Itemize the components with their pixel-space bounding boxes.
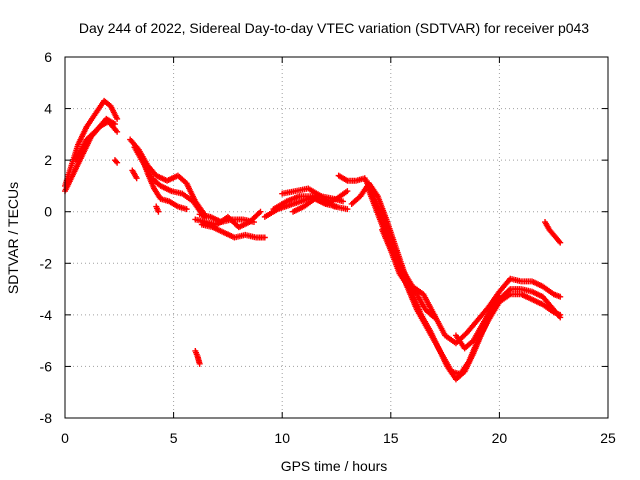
y-tick-label: -6 bbox=[40, 358, 53, 374]
data-points bbox=[62, 97, 564, 383]
plot-border bbox=[64, 56, 609, 419]
x-tick-label: 10 bbox=[274, 430, 290, 446]
data-point bbox=[133, 175, 140, 182]
data-point bbox=[250, 219, 257, 226]
data-point bbox=[431, 314, 438, 321]
series-arc-6 bbox=[131, 144, 208, 220]
x-tick-label: 0 bbox=[61, 430, 69, 446]
data-point bbox=[557, 314, 564, 321]
series-arc-4 bbox=[111, 157, 121, 166]
data-point bbox=[261, 234, 268, 241]
x-tick-label: 15 bbox=[383, 430, 399, 446]
x-axis-label: GPS time / hours bbox=[281, 458, 388, 474]
data-point bbox=[114, 159, 121, 166]
series-arc-21 bbox=[379, 226, 438, 321]
x-tick-label: 25 bbox=[600, 430, 616, 446]
y-axis-label: SDTVAR / TECUs bbox=[5, 182, 21, 294]
series-arc-7 bbox=[138, 151, 190, 213]
data-point bbox=[496, 293, 503, 300]
axis-ticks: 0 5 10 15 20 25 -8 -6 -4 -2 0 2 4 6 bbox=[40, 49, 616, 446]
data-point bbox=[557, 239, 564, 246]
data-point bbox=[344, 206, 351, 213]
series-arc-22 bbox=[452, 293, 503, 352]
series-arc-11 bbox=[198, 221, 268, 241]
chart-title: Day 244 of 2022, Sidereal Day-to-day VTE… bbox=[79, 20, 589, 36]
series-arc-3 bbox=[72, 115, 118, 164]
data-point bbox=[113, 158, 120, 165]
y-tick-label: -4 bbox=[40, 307, 53, 323]
data-point bbox=[556, 238, 563, 245]
series-arc-23 bbox=[542, 219, 564, 246]
y-tick-label: 6 bbox=[44, 49, 52, 65]
plot-frame bbox=[64, 56, 609, 419]
data-point bbox=[111, 121, 118, 128]
data-point bbox=[155, 208, 162, 215]
data-point bbox=[114, 128, 121, 135]
x-tick-label: 20 bbox=[492, 430, 508, 446]
data-point bbox=[333, 203, 340, 210]
series-arc-9 bbox=[153, 203, 162, 215]
x-tick-label: 5 bbox=[170, 430, 178, 446]
y-tick-label: -2 bbox=[40, 255, 53, 271]
series-arc-8 bbox=[129, 167, 140, 182]
series-arc-12 bbox=[196, 211, 257, 226]
grid bbox=[65, 57, 608, 418]
y-tick-label: -8 bbox=[40, 410, 53, 426]
data-point bbox=[344, 188, 351, 195]
data-point bbox=[340, 198, 347, 205]
data-point bbox=[114, 115, 121, 122]
data-point bbox=[557, 293, 564, 300]
y-tick-label: 2 bbox=[44, 152, 52, 168]
series-arc-13 bbox=[192, 347, 203, 367]
data-point bbox=[196, 360, 203, 367]
series-arc-17 bbox=[290, 195, 340, 215]
y-tick-label: 0 bbox=[44, 204, 52, 220]
y-tick-label: 4 bbox=[44, 101, 52, 117]
data-point bbox=[183, 206, 190, 213]
data-point bbox=[257, 208, 264, 215]
